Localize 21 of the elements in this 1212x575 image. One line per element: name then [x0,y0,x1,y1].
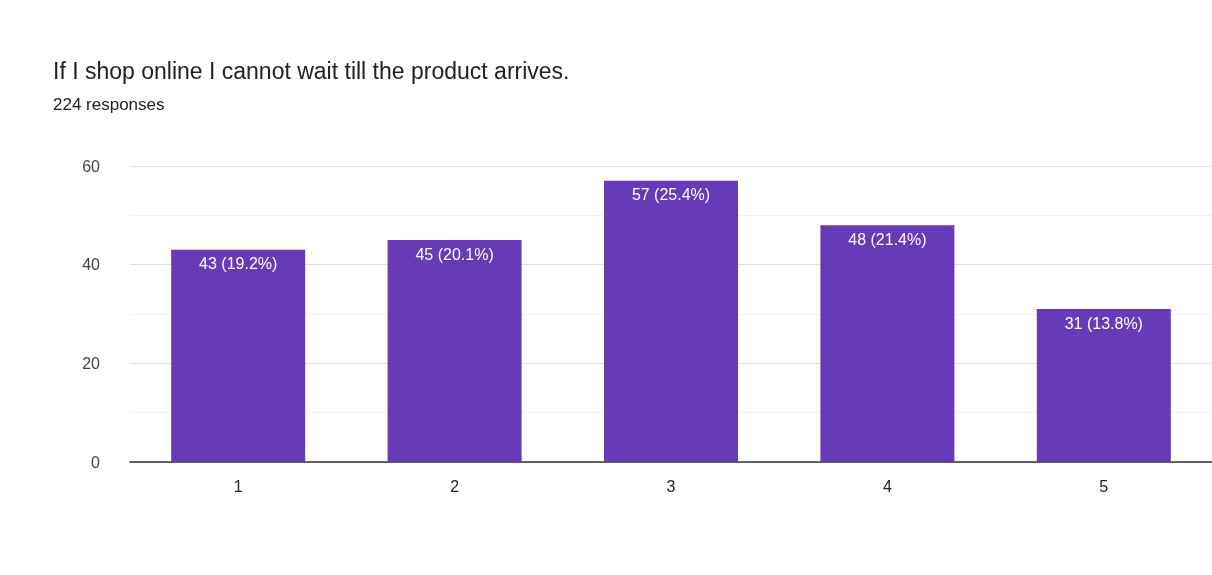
bar [387,240,522,462]
bar [604,180,738,462]
chart-title: If I shop online I cannot wait till the product arrives. [53,57,570,84]
bar [171,249,306,462]
y-tick-label: 20 [82,354,101,372]
data-label: 31 (13.8%) [1064,314,1143,332]
x-tick-label: 2 [450,477,460,495]
data-label: 48 (21.4%) [848,230,927,248]
data-label: 57 (25.4%) [631,186,711,204]
bar [1036,309,1171,462]
data-label: 45 (20.1%) [415,245,494,263]
y-tick-label: 60 [82,157,101,175]
chart-subtitle: 224 responses [53,95,165,114]
y-tick-label: 0 [91,453,101,471]
data-label: 43 (19.2%) [199,255,278,273]
x-tick-label: 3 [666,477,676,495]
bar [820,225,955,462]
x-tick-label: 5 [1099,477,1109,495]
x-tick-label: 1 [233,477,243,495]
x-tick-label: 4 [882,477,892,495]
y-tick-label: 40 [82,256,101,274]
